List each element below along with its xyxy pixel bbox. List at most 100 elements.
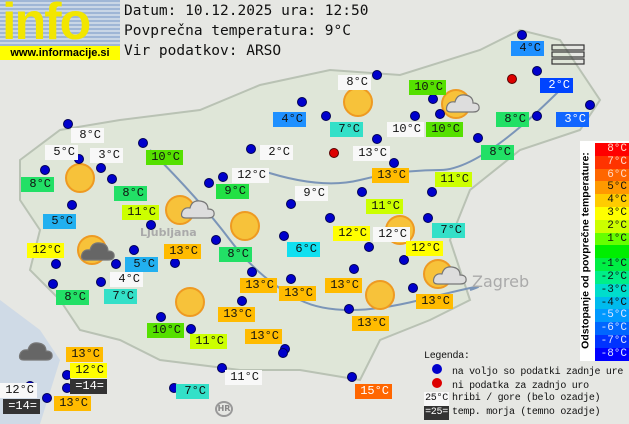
station-dot xyxy=(279,231,289,241)
scale-row: -8°C xyxy=(595,347,629,361)
temperature-label: 13°C xyxy=(279,286,316,301)
station-dot xyxy=(297,97,307,107)
temperature-label: 13°C xyxy=(218,307,255,322)
temperature-label: 12°C xyxy=(406,241,443,256)
station-dot xyxy=(211,235,221,245)
station-dot xyxy=(138,138,148,148)
scale-row: -7°C xyxy=(595,335,629,348)
station-dot xyxy=(399,255,409,265)
legend-blue-dot: na voljo so podatki zadnje ure xyxy=(452,367,624,378)
temperature-label: 15°C xyxy=(355,384,392,399)
sun-icon xyxy=(343,87,373,117)
temperature-label: 12°C xyxy=(0,383,37,398)
cloud-icon xyxy=(432,264,468,290)
scale-row: -3°C xyxy=(595,283,629,297)
station-dot xyxy=(204,178,214,188)
station-dot xyxy=(372,134,382,144)
station-dot xyxy=(146,220,156,230)
station-dot xyxy=(237,296,247,306)
scale-row: 1°C xyxy=(595,232,629,246)
temperature-label: 8°C xyxy=(481,145,514,160)
logo[interactable]: info www.informacije.si xyxy=(0,0,120,60)
scale-row: 7°C xyxy=(595,155,629,169)
station-dot xyxy=(42,393,52,403)
temperature-label: 12°C xyxy=(333,226,370,241)
temperature-label: 8°C xyxy=(496,112,529,127)
station-dot xyxy=(129,245,139,255)
temperature-label: 13°C xyxy=(352,316,389,331)
average-temperature: Povprečna temperatura: 9°C xyxy=(124,23,351,39)
legend-red-dot: ni podatka za zadnjo uro xyxy=(452,381,589,392)
temperature-label: 13°C xyxy=(245,329,282,344)
temperature-label: 8°C xyxy=(21,177,54,192)
temperature-label: 13°C xyxy=(66,347,103,362)
scale-row: 3°C xyxy=(595,207,629,220)
croatia-badge: HR xyxy=(215,401,233,417)
station-dot xyxy=(111,259,121,269)
temperature-label: 9°C xyxy=(216,184,249,199)
scale-row: -4°C xyxy=(595,296,629,310)
data-source: Vir podatkov: ARSO xyxy=(124,43,282,59)
temperature-label: 12°C xyxy=(232,168,269,183)
sun-icon xyxy=(365,280,395,310)
red-dot-icon xyxy=(431,378,442,388)
cloud-icon xyxy=(80,240,116,266)
logo-url[interactable]: www.informacije.si xyxy=(0,46,120,60)
temperature-label: 13°C xyxy=(54,396,91,411)
cloud-icon xyxy=(180,198,216,224)
sun-icon xyxy=(175,287,205,317)
scale-row: 2°C xyxy=(595,219,629,233)
temperature-label: 3°C xyxy=(90,148,123,163)
scale-row xyxy=(595,245,629,259)
cloud-icon xyxy=(18,340,54,366)
temperature-label: 10°C xyxy=(147,323,184,338)
scale-row: 5°C xyxy=(595,181,629,195)
station-dot xyxy=(96,277,106,287)
station-dot xyxy=(517,30,527,40)
scale-row: -6°C xyxy=(595,322,629,336)
station-dot xyxy=(48,279,58,289)
station-dot xyxy=(349,264,359,274)
temperature-label: 7°C xyxy=(330,122,363,137)
temperature-label: 8°C xyxy=(56,290,89,305)
station-dot xyxy=(532,66,542,76)
temperature-label: 5°C xyxy=(125,257,158,272)
station-dot xyxy=(532,111,542,121)
station-dot xyxy=(107,174,117,184)
station-dot xyxy=(286,274,296,284)
scale-title: Odstopanje od povprečne temperature: xyxy=(579,152,592,349)
station-dot xyxy=(51,259,61,269)
station-dot xyxy=(96,163,106,173)
scale-row: -1°C xyxy=(595,258,629,272)
temperature-label: 13°C xyxy=(325,278,362,293)
legend-mountain: hribi / gore (belo ozadje) xyxy=(452,393,601,404)
station-dot xyxy=(156,312,166,322)
station-dot xyxy=(186,324,196,334)
station-dot xyxy=(344,304,354,314)
temperature-label: 4°C xyxy=(511,41,544,56)
temperature-label: 4°C xyxy=(110,272,143,287)
station-dot xyxy=(217,363,227,373)
station-dot xyxy=(67,200,77,210)
sun-icon xyxy=(230,211,260,241)
temperature-label: 13°C xyxy=(372,168,409,183)
station-dot xyxy=(428,94,438,104)
station-dot xyxy=(423,213,433,223)
temperature-label: 13°C xyxy=(416,294,453,309)
cloud-icon xyxy=(445,92,481,118)
temperature-label: 2°C xyxy=(260,145,293,160)
station-dot xyxy=(40,165,50,175)
station-dot xyxy=(357,187,367,197)
station-dot xyxy=(408,283,418,293)
temperature-label: 12°C xyxy=(70,363,107,378)
temperature-label: 11°C xyxy=(225,370,262,385)
station-dot xyxy=(286,199,296,209)
legend: Legenda: na voljo so podatki zadnje ure … xyxy=(424,350,623,420)
station-dot xyxy=(389,158,399,168)
temperature-label: 7°C xyxy=(432,223,465,238)
station-dot xyxy=(585,100,595,110)
temperature-label: 3°C xyxy=(556,112,589,127)
no-data-dot xyxy=(507,74,517,84)
temperature-label: 11°C xyxy=(122,205,159,220)
temperature-label: 10°C xyxy=(146,150,183,165)
